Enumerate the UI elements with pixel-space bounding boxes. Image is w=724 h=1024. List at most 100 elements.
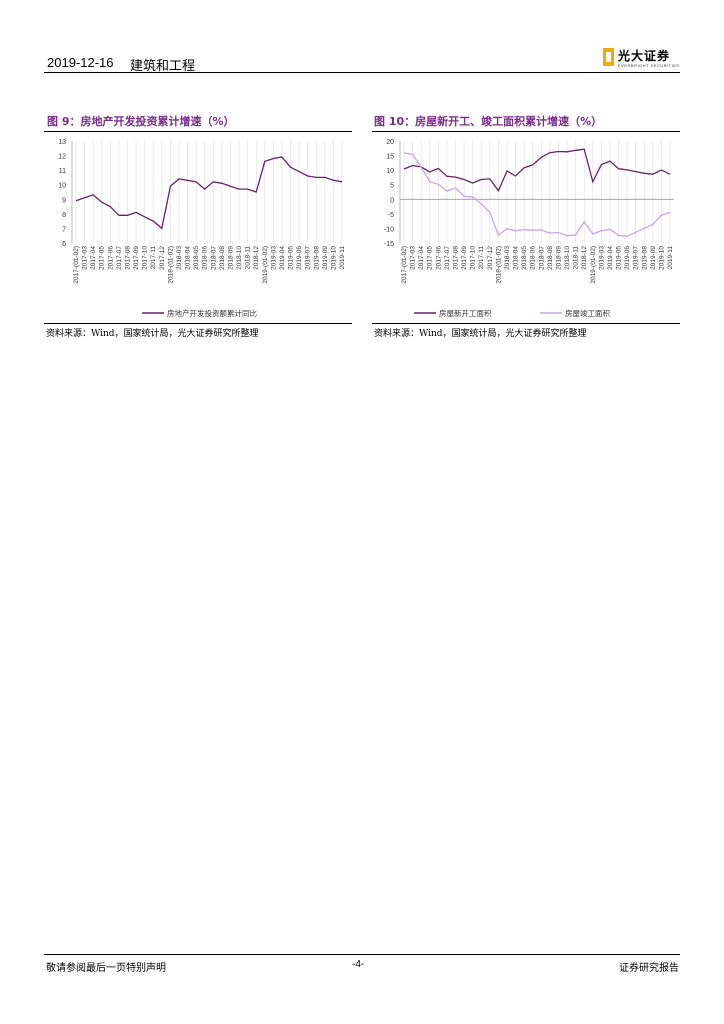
series-line-1 [403,148,671,193]
x-tick-label: 2017-10 [142,246,149,270]
x-tick-label: 2019-04 [607,246,614,270]
logo-mark-icon [603,48,614,66]
x-tick-label: 2017-12 [159,246,166,270]
legend-label: 房屋竣工面积 [565,308,610,318]
legend-label: 房地产开发投资额累计同比 [167,308,257,318]
x-tick-label: 2018-11 [245,246,252,270]
x-tick-label: 2019-09 [322,246,329,270]
y-tick-label: -15 [384,241,394,248]
x-tick-label: 2019-09 [650,246,657,270]
x-tick-label: 2019-(01-02) [590,246,597,284]
x-tick-label: 2017-05 [427,246,434,270]
footer-disclaimer: 敬请参阅最后一页特别声明 [46,963,166,974]
x-tick-label: 2019-06 [296,246,303,270]
x-tick-label: 2018-05 [521,246,528,270]
x-tick-label: 2019-04 [279,246,286,270]
figure-10-bottom-rule [372,323,680,324]
figure-9-title: 图 9：房地产开发投资累计增速（%） [47,115,235,128]
x-tick-label: 2017-08 [452,246,459,270]
x-tick-label: 2019-10 [658,246,665,270]
y-tick-label: 8 [62,212,66,219]
footer-rule [44,954,680,955]
x-tick-label: 2017-04 [418,246,425,270]
figure-9-top-rule [44,131,352,132]
x-tick-label: 2017-07 [444,246,451,270]
legend-label: 房屋新开工面积 [439,308,492,318]
x-tick-label: 2017-04 [90,246,97,270]
y-tick-label: -5 [388,212,394,219]
brand-logo: 光大证券 EVERBRIGHT SECURITIES [603,48,683,68]
x-tick-label: 2017-11 [478,246,485,270]
figure-10-title: 图 10：房屋新开工、竣工面积累计增速（%） [374,115,603,128]
x-tick-label: 2017-12 [487,246,494,270]
x-tick-label: 2019-(01-02) [262,246,269,284]
y-tick-label: 0 [390,197,394,204]
x-tick-label: 2017-03 [410,246,417,270]
page-number: -4- [352,959,365,970]
x-tick-label: 2019-11 [339,246,346,270]
y-tick-label: 9 [62,197,66,204]
x-tick-label: 2018-12 [253,246,260,270]
x-tick-label: 2017-06 [435,246,442,270]
x-tick-label: 2018-11 [573,246,580,270]
x-tick-label: 2018-04 [185,246,192,270]
series-line-1 [75,156,343,230]
x-tick-label: 2018-07 [538,246,545,270]
x-tick-label: 2019-11 [667,246,674,270]
y-tick-label: 6 [62,241,66,248]
y-tick-label: 10 [58,183,66,190]
x-tick-label: 2018-07 [210,246,217,270]
x-tick-label: 2018-(01-02) [167,246,174,284]
logo-text: 光大证券 [618,49,671,63]
y-tick-label: -10 [384,226,394,233]
x-tick-label: 2018-(01-02) [495,246,502,284]
y-tick-label: 11 [59,168,66,175]
y-tick-label: 5 [390,183,394,190]
x-tick-label: 2018-10 [236,246,243,270]
x-tick-label: 2017-10 [470,246,477,270]
x-tick-label: 2017-08 [124,246,131,270]
y-tick-label: 20 [386,139,394,146]
x-tick-label: 2018-12 [581,246,588,270]
x-tick-label: 2018-06 [530,246,537,270]
x-tick-label: 2019-08 [641,246,648,270]
x-tick-label: 2019-03 [598,246,605,270]
x-tick-label: 2017-09 [133,246,140,270]
x-tick-label: 2019-08 [313,246,320,270]
report-sector: 建筑和工程 [130,59,196,74]
footer-report-type: 证券研究报告 [619,963,679,974]
x-tick-label: 2018-09 [555,246,562,270]
x-tick-label: 2017-07 [116,246,123,270]
x-tick-label: 2018-06 [202,246,209,270]
y-tick-label: 12 [58,154,66,161]
x-tick-label: 2019-06 [624,246,631,270]
x-tick-label: 2019-03 [270,246,277,270]
y-tick-label: 10 [386,168,394,175]
series-line-2 [403,152,671,237]
x-tick-label: 2017-06 [107,246,114,270]
x-tick-label: 2019-07 [633,246,640,270]
x-tick-label: 2017-11 [150,246,157,270]
x-tick-label: 2019-05 [288,246,295,270]
x-tick-label: 2017-(01-02) [73,246,80,284]
x-tick-label: 2018-03 [176,246,183,270]
figure-9-source: 资料来源：Wind，国家统计局，光大证券研究所整理 [46,329,259,339]
x-tick-label: 2019-07 [305,246,312,270]
y-tick-label: 7 [62,226,66,233]
x-tick-label: 2018-05 [193,246,200,270]
report-date: 2019-12-16 [47,55,114,70]
x-tick-label: 2018-10 [564,246,571,270]
x-tick-label: 2017-09 [461,246,468,270]
x-tick-label: 2017-(01-02) [401,246,408,284]
x-tick-label: 2019-05 [616,246,623,270]
y-tick-label: 13 [58,139,66,146]
figure-10-top-rule [372,131,680,132]
x-tick-label: 2018-04 [513,246,520,270]
x-tick-label: 2018-08 [547,246,554,270]
figure-9-bottom-rule [44,323,352,324]
figure-10-source: 资料来源：Wind，国家统计局，光大证券研究所整理 [374,329,587,339]
x-tick-label: 2018-08 [219,246,226,270]
x-tick-label: 2018-03 [504,246,511,270]
